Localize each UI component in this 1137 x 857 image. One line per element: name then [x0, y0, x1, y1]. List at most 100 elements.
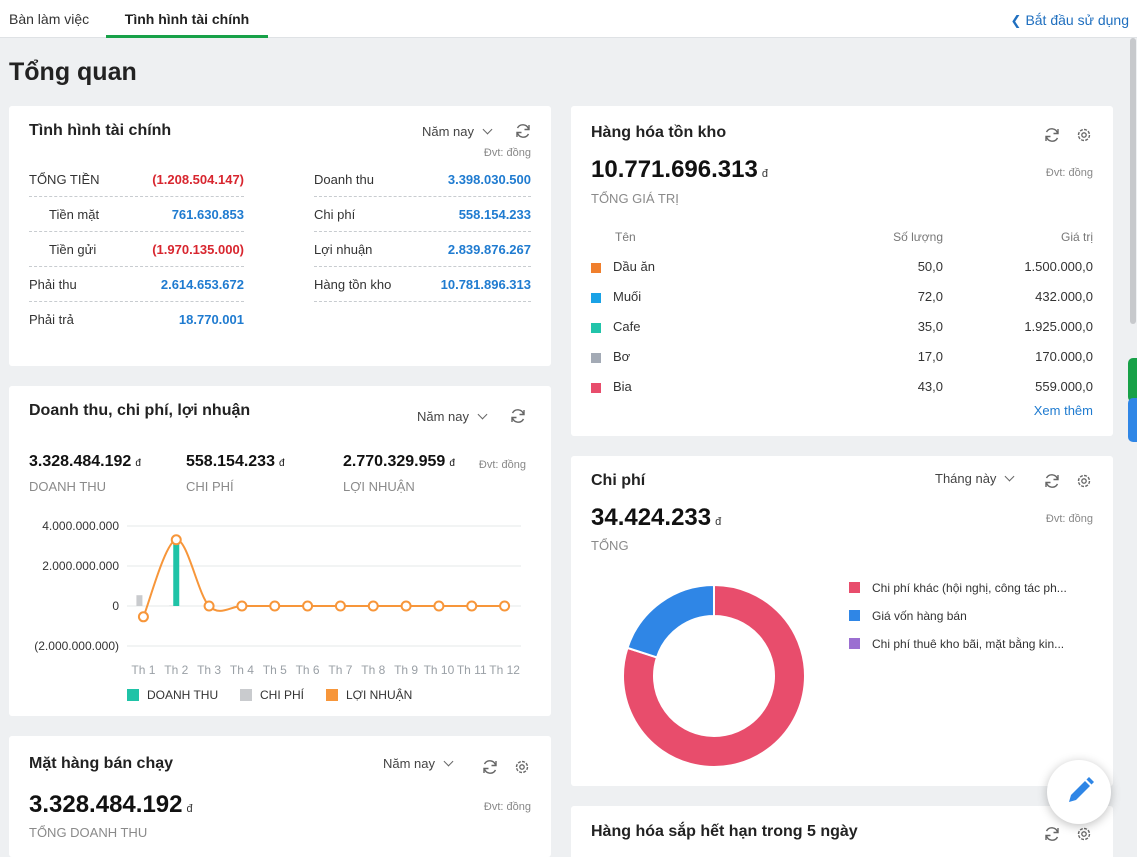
cost-total-label: CHI PHÍ: [186, 479, 234, 494]
gear-icon[interactable]: [1075, 126, 1093, 144]
x-tick-label: Th 12: [489, 663, 520, 677]
finance-unit: Đvt: đồng: [483, 147, 531, 159]
profit-point: [466, 600, 478, 612]
x-tick-label: Th 4: [230, 663, 254, 677]
row-value[interactable]: 2.614.653.672: [160, 277, 244, 292]
cost-card-title: Chi phí: [591, 472, 646, 489]
cost-total-value: 34.424.233 đ: [591, 504, 722, 531]
cost-legend-item[interactable]: Giá vốn hàng bán: [849, 609, 967, 623]
row-label: Lợi nhuận: [314, 242, 373, 257]
refresh-icon[interactable]: [1043, 825, 1061, 843]
bar-revenue: [173, 539, 180, 606]
x-tick-label: Th 9: [394, 663, 418, 677]
donut-slice[interactable]: [626, 583, 715, 659]
row-label: Hàng tồn kho: [314, 277, 392, 292]
cost-legend-item[interactable]: Chi phí thuê kho bãi, mặt bằng kin...: [849, 637, 1064, 651]
cost-card: Chi phí Tháng này 34.424.233 đ TỔNG Đvt: …: [571, 456, 1113, 786]
row-value[interactable]: 3.398.030.500: [447, 172, 531, 187]
refresh-icon[interactable]: [514, 122, 532, 140]
tab-workspace[interactable]: Bàn làm việc: [9, 11, 90, 27]
row-value[interactable]: 761.630.853: [171, 207, 244, 222]
revenue-chart: 4.000.000.000 2.000.000.000 0 (2.000.000.00…: [34, 519, 521, 677]
start-using-link[interactable]: ❮ Bắt đầu sử dụng: [1010, 12, 1129, 28]
row-swatch: [591, 323, 601, 333]
x-tick-label: Th 10: [424, 663, 455, 677]
finance-card-title: Tình hình tài chính: [29, 122, 172, 139]
side-tab-blue[interactable]: [1128, 398, 1137, 442]
row-value[interactable]: 18.770.001: [178, 312, 244, 327]
x-tick-label: Th 11: [457, 663, 487, 677]
inventory-header-qty: Số lượng: [893, 230, 943, 244]
finance-row-total-cash: TỔNG TIỀN (1.208.504.147): [29, 162, 244, 197]
finance-card: Tình hình tài chính Năm nay Đvt: đồng TỔ…: [9, 106, 551, 366]
edit-fab-button[interactable]: [1047, 760, 1111, 824]
row-value: 559.000,0: [1035, 379, 1093, 394]
profit-point: [203, 600, 215, 612]
inventory-header-value: Giá trị: [1060, 230, 1093, 244]
legend-profit[interactable]: LỢI NHUẬN: [326, 688, 412, 702]
legend-revenue[interactable]: DOANH THU: [127, 688, 218, 702]
inventory-total-label: TỔNG GIÁ TRỊ: [591, 191, 679, 206]
row-name: Cafe: [613, 319, 641, 334]
cost-period-dropdown[interactable]: Tháng này: [935, 471, 1015, 486]
refresh-icon[interactable]: [509, 407, 527, 425]
profit-point: [334, 600, 346, 612]
see-more-link[interactable]: Xem thêm: [1033, 403, 1093, 418]
finance-row-cost: Chi phí 558.154.233: [314, 197, 531, 232]
row-value: 1.925.000,0: [1024, 319, 1093, 334]
profit-point: [236, 600, 248, 612]
row-name: Bia: [613, 379, 632, 394]
row-value[interactable]: 558.154.233: [458, 207, 531, 222]
row-name: Dầu ăn: [613, 259, 655, 274]
pencil-icon: [1069, 777, 1094, 802]
legend-swatch: [849, 638, 860, 649]
inventory-card-title: Hàng hóa tồn kho: [591, 124, 727, 141]
cost-legend-item[interactable]: Chi phí khác (hội nghị, công tác ph...: [849, 581, 1067, 595]
profit-point: [433, 600, 445, 612]
top-tab-bar: Bàn làm việc Tình hình tài chính ❮ Bắt đầ…: [0, 0, 1137, 38]
gear-icon[interactable]: [1075, 472, 1093, 490]
refresh-icon[interactable]: [1043, 126, 1061, 144]
legend-cost[interactable]: CHI PHÍ: [240, 688, 304, 702]
revenue-total-label: DOANH THU: [29, 479, 107, 494]
gear-icon[interactable]: [1075, 825, 1093, 843]
row-name: Bơ: [613, 349, 631, 364]
profit-total: 2.770.329.959 đ: [343, 453, 455, 470]
cost-unit: Đvt: đồng: [1045, 513, 1093, 525]
row-value[interactable]: (1.208.504.147): [152, 172, 244, 187]
row-value: 1.500.000,0: [1024, 259, 1093, 274]
profit-point: [499, 600, 511, 612]
row-value[interactable]: 10.781.896.313: [440, 277, 531, 292]
row-label: Phải trả: [29, 312, 74, 327]
finance-row-payable: Phải trả 18.770.001: [29, 302, 244, 337]
gear-icon[interactable]: [513, 758, 531, 776]
row-value[interactable]: 2.839.876.267: [447, 242, 531, 257]
bestseller-period-dropdown[interactable]: Năm nay: [383, 756, 454, 771]
bar-cost: [136, 595, 143, 606]
finance-period-dropdown[interactable]: Năm nay: [422, 124, 493, 139]
page-title: Tổng quan: [9, 58, 137, 86]
tab-financial-status[interactable]: Tình hình tài chính: [106, 0, 268, 38]
x-tick-label: Th 8: [361, 663, 385, 677]
side-tab-green[interactable]: [1128, 358, 1137, 402]
revenue-period-dropdown[interactable]: Năm nay: [417, 409, 488, 424]
bestseller-total: 3.328.484.192 đ: [29, 791, 193, 818]
cost-donut-chart: [622, 583, 806, 768]
y-tick-label: 4.000.000.000: [42, 519, 119, 533]
row-swatch: [591, 383, 601, 393]
finance-row-profit: Lợi nhuận 2.839.876.267: [314, 232, 531, 267]
refresh-icon[interactable]: [481, 758, 499, 776]
row-label: Doanh thu: [314, 172, 374, 187]
donut-slice[interactable]: [622, 583, 806, 768]
page-scrollbar[interactable]: [1130, 38, 1136, 324]
x-tick-label: Th 2: [164, 663, 188, 677]
profit-point: [170, 534, 182, 546]
bestseller-total-label: TỔNG DOANH THU: [29, 825, 148, 840]
row-value[interactable]: (1.970.135.000): [152, 242, 244, 257]
finance-row-receivable: Phải thu 2.614.653.672: [29, 267, 244, 302]
row-qty: 17,0: [917, 349, 943, 364]
refresh-icon[interactable]: [1043, 472, 1061, 490]
legend-swatch: [326, 689, 338, 701]
finance-row-revenue: Doanh thu 3.398.030.500: [314, 162, 531, 197]
x-tick-label: Th 3: [197, 663, 221, 677]
